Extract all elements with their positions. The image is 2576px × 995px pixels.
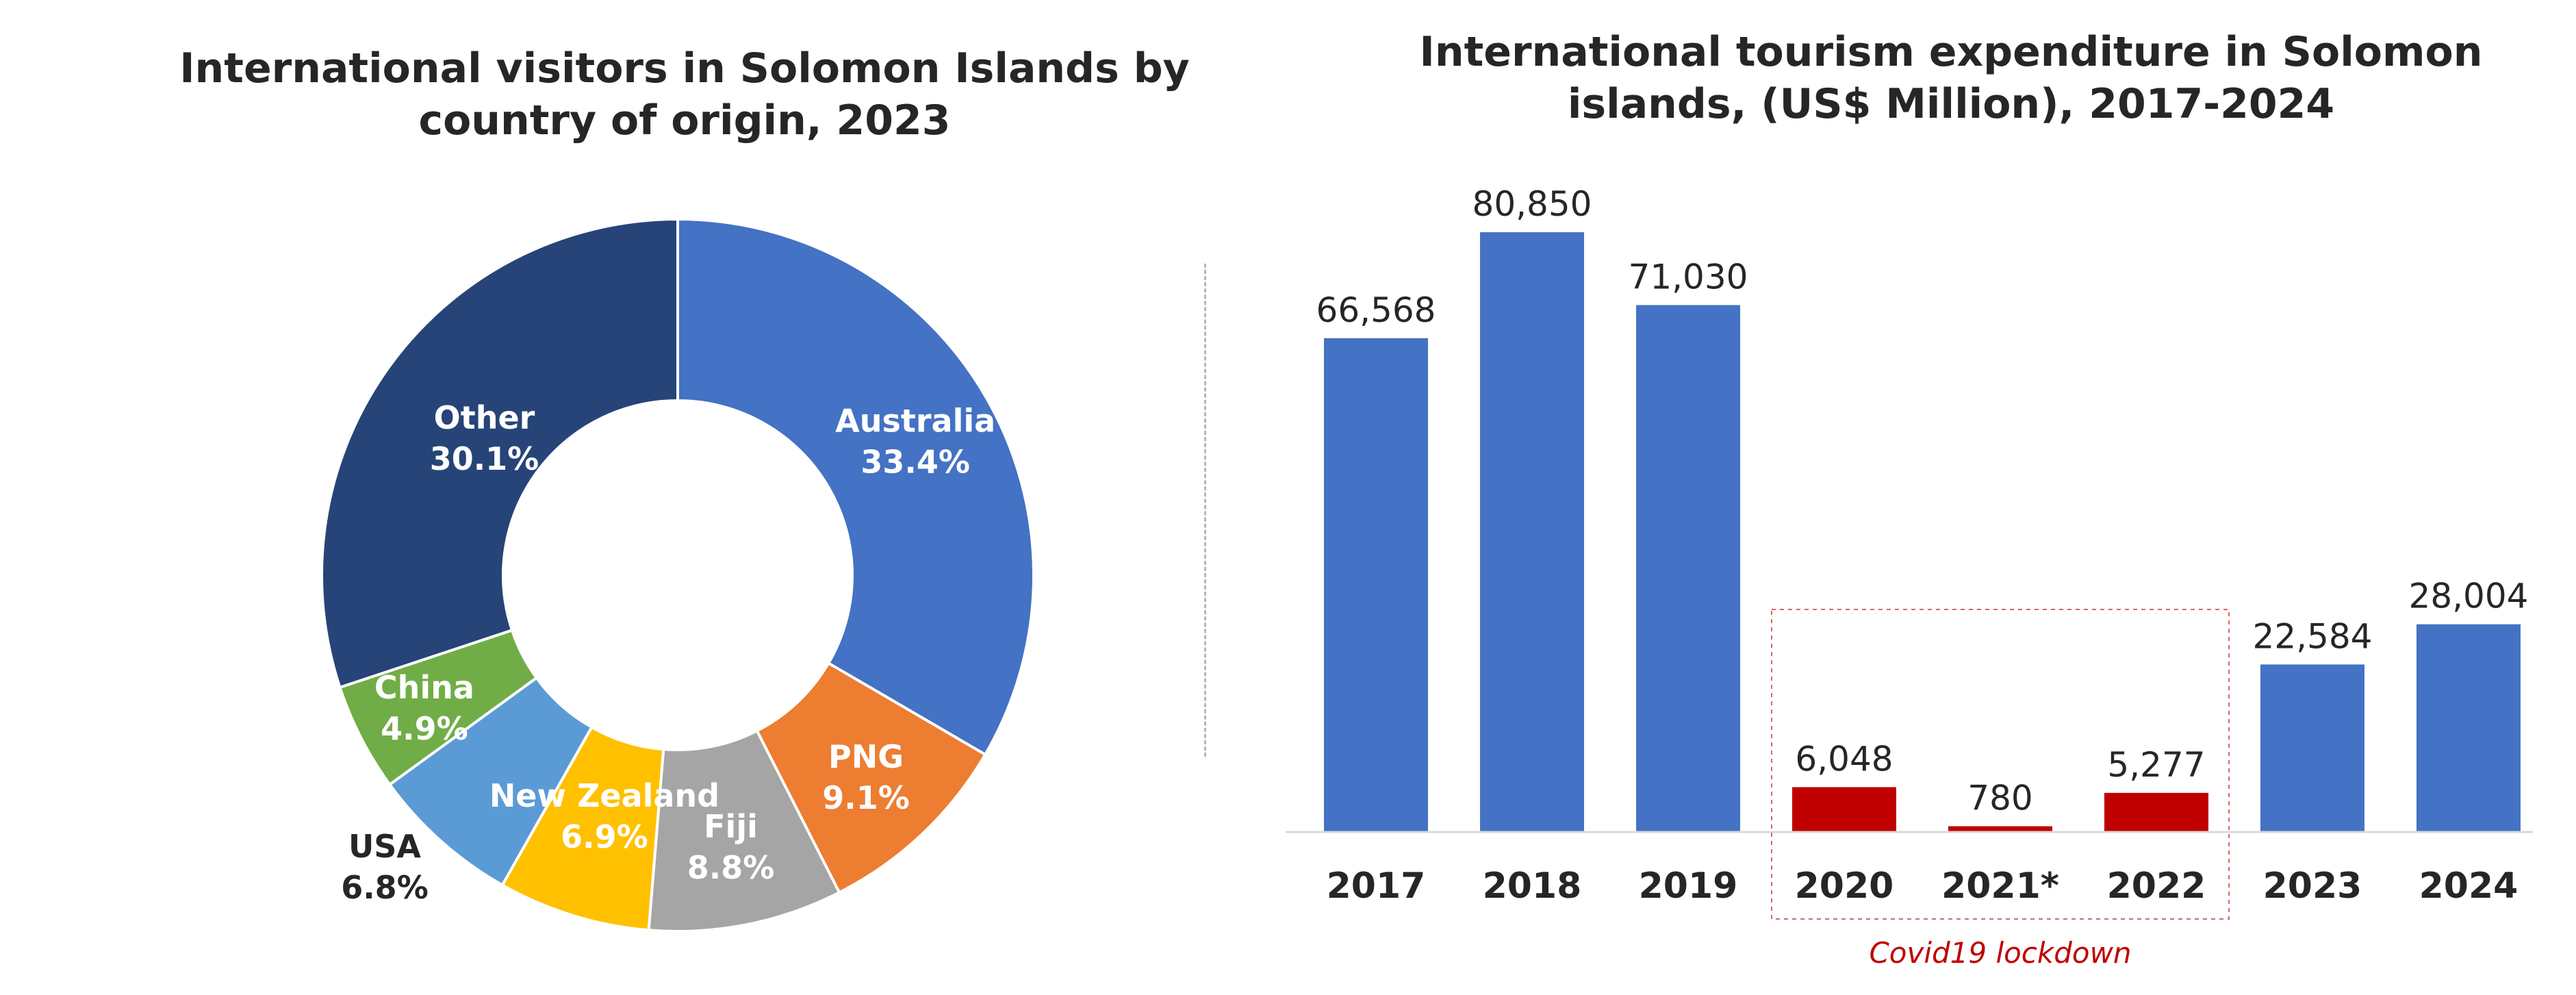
donut-slice-png <box>755 661 987 895</box>
donut-label-value: 9.1% <box>822 779 910 816</box>
donut-label-name: China <box>374 669 474 706</box>
x-tick-label: 2021* <box>1941 866 2059 907</box>
bar-2024 <box>2416 624 2521 832</box>
donut-label-name: USA <box>348 828 421 865</box>
donut-label-name: Other <box>434 399 535 436</box>
bar-2023 <box>2260 664 2364 832</box>
bar-2017 <box>1324 338 1428 832</box>
donut-chart-title: International visitors in Solomon Island… <box>179 45 1190 144</box>
donut-label-usa: USA 6.8% <box>341 828 429 906</box>
bar-value-label: 71,030 <box>1629 257 1748 297</box>
donut-label-value: 8.8% <box>687 849 775 886</box>
donut-label-value: 4.9% <box>381 710 468 747</box>
bar-value-label: 28,004 <box>2409 577 2529 616</box>
bar-value-label: 22,584 <box>2253 616 2373 656</box>
bar-2022 <box>2104 792 2208 832</box>
bar-2018 <box>1480 232 1584 832</box>
donut-label-value: 30.1% <box>430 440 539 477</box>
bar-value-label: 80,850 <box>1472 184 1592 224</box>
donut-label-australia: Australia 33.4% <box>835 403 995 481</box>
bar-2019 <box>1636 305 1740 833</box>
donut-slice-australia <box>676 217 1035 757</box>
donut-label-name: PNG <box>828 738 904 775</box>
donut-label-value: 33.4% <box>860 444 970 481</box>
bar-value-label: 6,048 <box>1795 739 1893 779</box>
x-tick-label: 2019 <box>1639 866 1738 907</box>
x-tick-label: 2022 <box>2107 866 2206 907</box>
covid-lockdown-label: Covid19 lockdown <box>1869 936 2131 970</box>
donut-label-china: China 4.9% <box>374 669 474 747</box>
x-tick-label: 2018 <box>1483 866 1582 907</box>
bar-2020 <box>1792 787 1896 832</box>
x-tick-label: 2017 <box>1327 866 1426 907</box>
x-tick-label: 2023 <box>2263 866 2362 907</box>
donut-label-value: 6.8% <box>341 869 429 906</box>
donut-label-name: Australia <box>835 403 995 440</box>
donut-label-value: 6.9% <box>561 818 648 855</box>
donut-label-fiji: Fiji 8.8% <box>687 808 775 886</box>
donut-label-new-zealand: New Zealand 6.9% <box>489 777 719 855</box>
donut-slice-fiji <box>647 729 841 933</box>
bar-2021 <box>1948 826 2052 832</box>
chart-divider <box>1204 264 1206 757</box>
x-tick-label: 2024 <box>2419 866 2518 907</box>
bar-chart-title: International tourism expenditure in Sol… <box>1419 28 2483 128</box>
donut-slice-other <box>320 217 679 690</box>
donut-label-png: PNG 9.1% <box>822 738 910 816</box>
donut-label-other: Other 30.1% <box>430 399 539 477</box>
bar-value-label: 5,277 <box>2107 745 2205 785</box>
covid-lockdown-box <box>1771 609 2230 920</box>
donut-label-name: Fiji <box>704 808 758 845</box>
bar-value-label: 780 <box>1967 779 2032 818</box>
donut-label-name: New Zealand <box>489 777 719 814</box>
x-tick-label: 2020 <box>1795 866 1894 907</box>
bar-value-label: 66,568 <box>1316 290 1436 330</box>
